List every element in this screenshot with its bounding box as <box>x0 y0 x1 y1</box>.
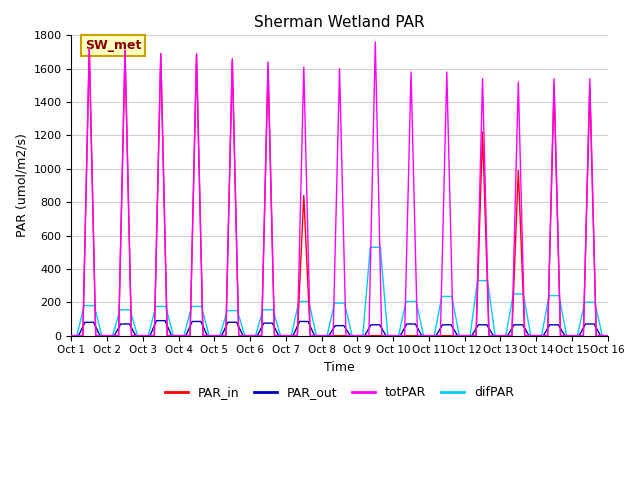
X-axis label: Time: Time <box>324 361 355 374</box>
Y-axis label: PAR (umol/m2/s): PAR (umol/m2/s) <box>15 133 28 238</box>
Title: Sherman Wetland PAR: Sherman Wetland PAR <box>254 15 425 30</box>
Legend: PAR_in, PAR_out, totPAR, difPAR: PAR_in, PAR_out, totPAR, difPAR <box>160 382 519 405</box>
Text: SW_met: SW_met <box>85 39 141 52</box>
